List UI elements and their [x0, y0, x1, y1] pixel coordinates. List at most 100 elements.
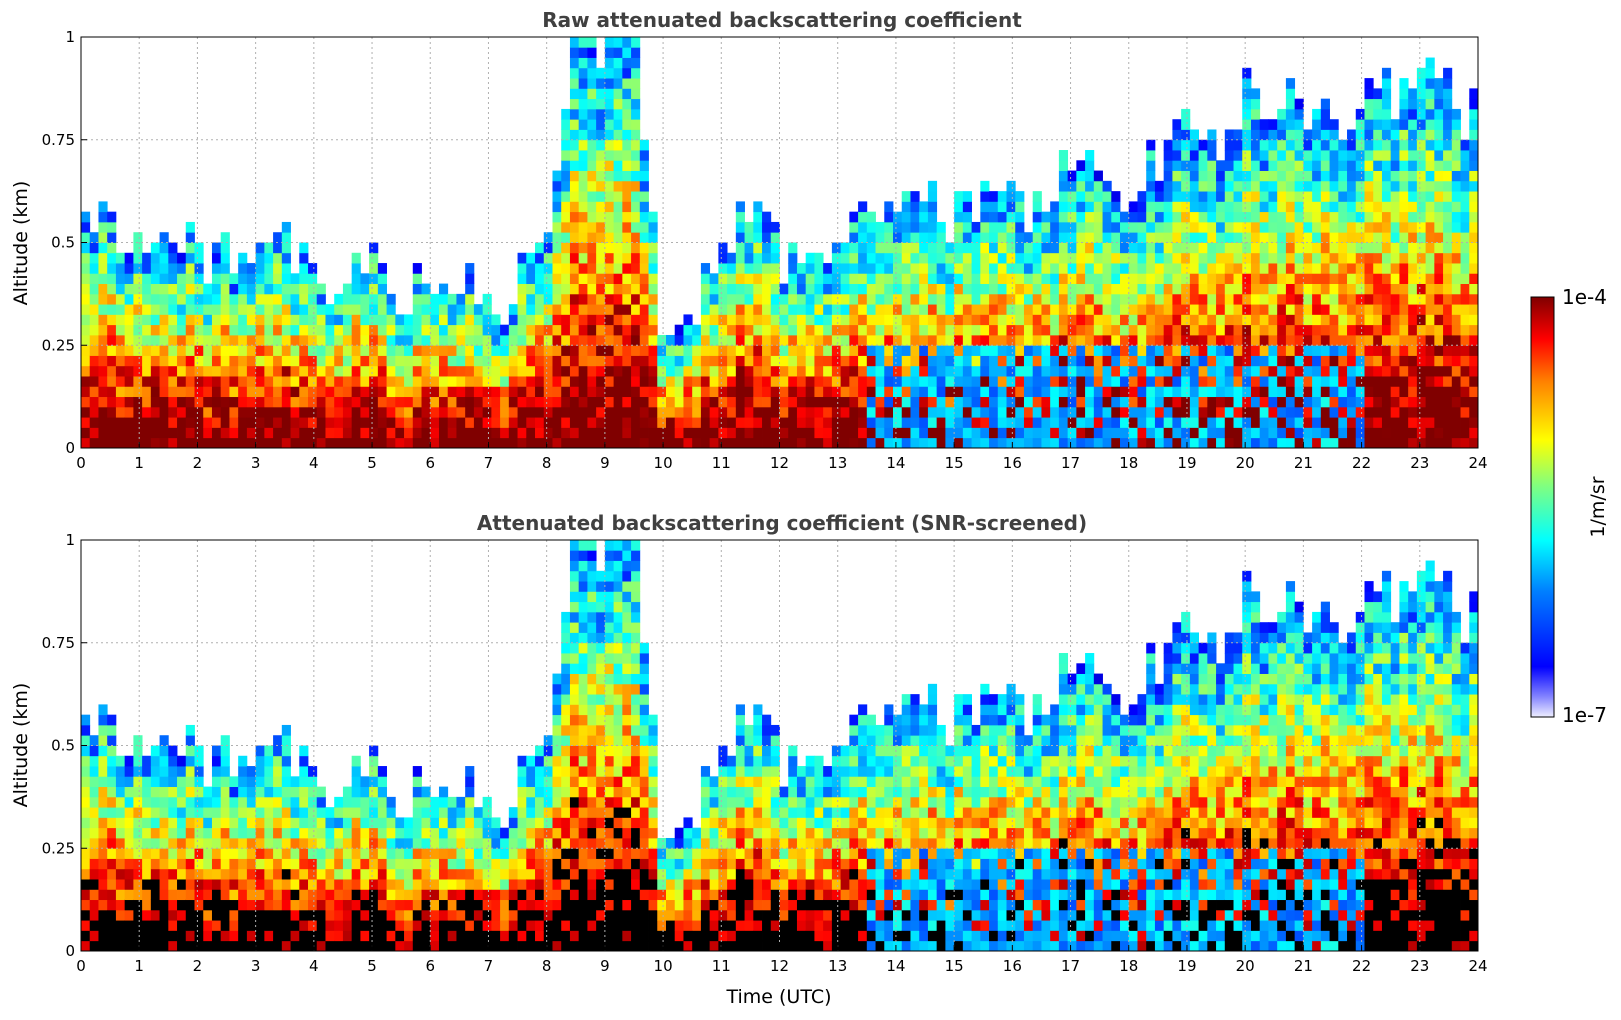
heatmap-cell — [770, 232, 780, 243]
heatmap-cell — [927, 365, 938, 377]
heatmap-cell — [133, 437, 143, 449]
heatmap-cell — [543, 376, 553, 387]
heatmap-cell — [386, 437, 396, 449]
heatmap-cell — [1041, 252, 1051, 264]
heatmap-cell — [1207, 417, 1217, 428]
heatmap-cell — [1303, 406, 1313, 418]
heatmap-cell — [124, 776, 134, 788]
heatmap-cell — [1390, 334, 1400, 346]
heatmap-cell — [1443, 314, 1453, 326]
heatmap-cell — [1277, 232, 1287, 243]
heatmap-cell — [1146, 396, 1156, 408]
heatmap-cell — [665, 365, 676, 377]
heatmap-cell — [1163, 180, 1173, 192]
heatmap-cell — [604, 273, 615, 284]
heatmap-cell — [596, 139, 606, 151]
heatmap-cell — [997, 427, 1007, 439]
heatmap-cell — [473, 406, 484, 418]
heatmap-cell — [81, 776, 91, 788]
heatmap-cell — [438, 899, 449, 911]
heatmap-cell — [936, 437, 946, 449]
heatmap-cell — [369, 314, 379, 326]
heatmap-cell — [1312, 314, 1322, 326]
heatmap-cell — [308, 365, 318, 377]
heatmap-cell — [1076, 376, 1086, 387]
heatmap-cell — [1355, 304, 1365, 315]
heatmap-cell — [762, 376, 772, 387]
heatmap-cell — [1381, 180, 1392, 192]
heatmap-cell — [753, 283, 763, 295]
heatmap-cell — [840, 293, 850, 305]
heatmap-cell — [823, 437, 833, 449]
heatmap-cell — [203, 427, 213, 439]
heatmap-cell — [220, 334, 230, 346]
heatmap-cell — [508, 386, 518, 398]
heatmap-cell — [561, 345, 571, 356]
heatmap-cell — [639, 283, 649, 295]
heatmap-cell — [447, 406, 457, 418]
heatmap-cell — [369, 899, 379, 911]
heatmap-cell — [360, 879, 370, 890]
heatmap-cell — [639, 242, 649, 254]
heatmap-cell — [1303, 242, 1313, 254]
heatmap-cell — [1146, 376, 1156, 387]
heatmap-cell — [1093, 304, 1103, 315]
heatmap-cell — [98, 868, 108, 880]
heatmap-cell — [220, 889, 230, 901]
heatmap-cell — [700, 345, 711, 356]
heatmap-cell — [744, 396, 754, 408]
heatmap-cell — [386, 899, 396, 911]
heatmap-cell — [1137, 201, 1147, 213]
heatmap-cell — [665, 406, 676, 418]
heatmap-cell — [919, 293, 929, 305]
heatmap-cell — [587, 221, 597, 233]
heatmap-cell — [412, 406, 422, 418]
heatmap-cell — [308, 437, 318, 449]
heatmap-cell — [1381, 427, 1392, 439]
heatmap-cell — [1355, 365, 1365, 377]
heatmap-cell — [229, 889, 239, 901]
heatmap-cell — [438, 304, 449, 315]
heatmap-cell — [1416, 252, 1427, 264]
heatmap-cell — [246, 930, 257, 942]
heatmap-cell — [1015, 396, 1025, 408]
heatmap-cell — [185, 930, 195, 942]
heatmap-cell — [168, 437, 178, 449]
heatmap-cell — [316, 858, 326, 870]
heatmap-cell — [1416, 283, 1427, 295]
heatmap-cell — [552, 304, 562, 315]
heatmap-cell — [1111, 252, 1121, 264]
heatmap-cell — [788, 242, 798, 254]
heatmap-cell — [875, 293, 885, 305]
heatmap-cell — [360, 355, 370, 367]
heatmap-cell — [500, 324, 510, 336]
heatmap-cell — [1320, 160, 1330, 171]
heatmap-cell — [238, 858, 248, 870]
heatmap-cell — [1111, 334, 1121, 346]
heatmap-cell — [1294, 376, 1304, 387]
heatmap-cell — [700, 355, 711, 367]
heatmap-cell — [1216, 242, 1226, 254]
heatmap-cell — [1460, 283, 1470, 295]
heatmap-cell — [1015, 386, 1025, 398]
heatmap-cell — [639, 304, 649, 315]
heatmap-cell — [290, 324, 300, 336]
heatmap-cell — [412, 807, 422, 818]
heatmap-cell — [526, 437, 536, 449]
heatmap-cell — [613, 417, 623, 428]
heatmap-cell — [1050, 211, 1060, 223]
heatmap-cell — [1408, 427, 1418, 439]
heatmap-cell — [526, 427, 536, 439]
heatmap-cell — [805, 293, 815, 305]
heatmap-cell — [753, 232, 763, 243]
heatmap-cell — [893, 273, 903, 284]
heatmap-cell — [1294, 304, 1304, 315]
heatmap-cell — [465, 304, 475, 315]
heatmap-cell — [814, 396, 824, 408]
heatmap-cell — [1347, 263, 1357, 274]
heatmap-cell — [1285, 211, 1296, 223]
heatmap-cell — [1216, 283, 1226, 295]
heatmap-cell — [1189, 129, 1199, 141]
heatmap-cell — [1408, 293, 1418, 305]
heatmap-cell — [552, 755, 562, 767]
